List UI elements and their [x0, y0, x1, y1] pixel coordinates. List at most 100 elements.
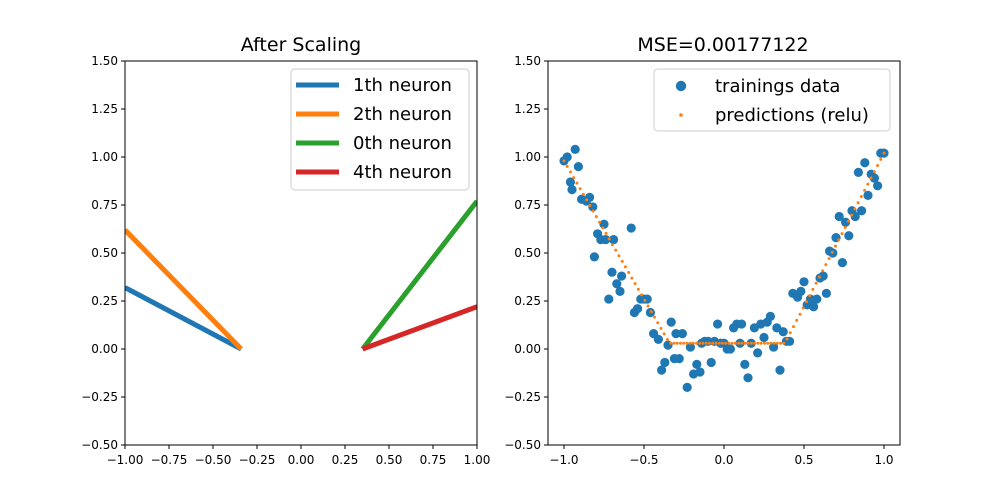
data-point — [853, 167, 864, 177]
data-point — [607, 267, 617, 277]
prediction-point — [775, 341, 779, 345]
prediction-point — [610, 243, 614, 247]
prediction-point — [834, 244, 838, 248]
prediction-point — [859, 195, 863, 199]
prediction-point — [811, 287, 815, 291]
left-x-tick-label: 1.00 — [464, 453, 491, 467]
data-point — [812, 294, 822, 304]
prediction-point — [701, 341, 705, 345]
prediction-point — [872, 170, 876, 174]
prediction-point — [572, 176, 576, 180]
data-point — [685, 342, 696, 352]
prediction-point — [863, 188, 867, 192]
data-point — [666, 317, 676, 327]
prediction-point — [568, 170, 572, 174]
data-point — [682, 382, 692, 392]
data-point — [674, 354, 684, 364]
right-y-tick-label: 0.25 — [514, 294, 541, 308]
left-legend-box — [290, 68, 470, 191]
data-point — [642, 294, 652, 304]
right-legend: trainings data predictions (relu) — [653, 68, 891, 132]
prediction-point — [840, 232, 844, 236]
prediction-point — [795, 318, 799, 322]
legend-label-predictions: predictions (relu) — [715, 105, 869, 126]
prediction-point — [730, 341, 734, 345]
data-point — [796, 286, 806, 296]
data-point — [562, 152, 572, 162]
prediction-point — [756, 341, 760, 345]
prediction-point — [578, 187, 582, 191]
series-line-4th-neuron — [361, 304, 477, 352]
data-point — [626, 223, 636, 233]
prediction-point — [640, 293, 644, 297]
prediction-point — [827, 256, 831, 260]
left-legend-items: 1th neuron 2th neuron 0th neuron 4th neuron — [296, 75, 452, 183]
data-point — [759, 332, 769, 343]
data-point — [567, 185, 577, 195]
prediction-point — [876, 164, 880, 168]
right-y-tick-label: 1.00 — [514, 150, 541, 164]
data-point — [617, 271, 627, 281]
prediction-point — [866, 182, 870, 186]
prediction-point — [830, 250, 834, 254]
prediction-point — [601, 226, 605, 230]
data-point — [818, 271, 828, 281]
prediction-point — [788, 331, 792, 335]
legend-label-0th-neuron: 0th neuron — [353, 133, 452, 154]
prediction-point — [762, 341, 766, 345]
data-point — [743, 373, 753, 383]
prediction-point — [588, 204, 592, 208]
data-point — [809, 302, 819, 312]
prediction-point — [704, 341, 708, 345]
right-chart-title: MSE=0.00177122 — [637, 34, 808, 56]
legend-label-2th-neuron: 2th neuron — [353, 104, 452, 125]
prediction-point — [782, 341, 786, 345]
right-y-tick-label: 0.75 — [514, 198, 541, 212]
right-y-axis: −0.50 −0.25 0.00 0.25 0.50 0.75 1.00 1.25 1.50 — [504, 54, 548, 452]
data-point — [612, 279, 622, 289]
data-point — [834, 211, 844, 222]
data-point — [869, 173, 880, 183]
right-subplot: MSE=0.00177122 −1.0 −0.5 0.0 0.5 1.0 −0.50−0… — [504, 34, 901, 467]
data-point — [821, 288, 832, 298]
prediction-point — [656, 321, 660, 325]
data-point — [695, 367, 705, 377]
data-point — [863, 190, 873, 200]
prediction-point — [743, 341, 747, 345]
right-y-tick-label: −0.25 — [504, 390, 541, 404]
prediction-point — [824, 263, 828, 267]
data-point — [671, 329, 681, 339]
prediction-point — [682, 341, 686, 345]
data-point — [725, 344, 736, 354]
data-point — [609, 234, 619, 245]
prediction-point — [798, 312, 802, 316]
prediction-point — [617, 254, 621, 258]
legend-swatch-trainings-data — [675, 80, 687, 92]
data-point — [740, 359, 750, 369]
data-point — [633, 304, 643, 314]
data-point — [753, 348, 763, 358]
prediction-point — [698, 341, 702, 345]
data-point — [677, 329, 688, 339]
right-x-tick-label: 0.5 — [794, 453, 813, 467]
prediction-point — [749, 341, 753, 345]
left-y-tick-label: 1.00 — [91, 150, 118, 164]
left-y-tick-label: 0.50 — [91, 246, 118, 260]
data-point — [706, 357, 716, 368]
right-x-tick-label: −1.0 — [549, 453, 578, 467]
prediction-point — [575, 181, 579, 185]
data-point — [589, 252, 600, 262]
prediction-point — [685, 341, 689, 345]
prediction-point — [801, 306, 805, 310]
data-point — [604, 294, 614, 304]
legend-label-4th-neuron: 4th neuron — [353, 162, 452, 183]
left-y-axis: −0.50 −0.25 0.00 0.25 0.50 0.75 1.00 1.25 1.50 — [81, 54, 125, 452]
prediction-point — [649, 310, 653, 314]
prediction-point — [675, 341, 679, 345]
right-x-tick-label: −0.5 — [629, 453, 658, 467]
prediction-point — [707, 341, 711, 345]
right-chart-marks — [559, 144, 889, 392]
prediction-point — [740, 341, 744, 345]
prediction-point — [853, 207, 857, 211]
